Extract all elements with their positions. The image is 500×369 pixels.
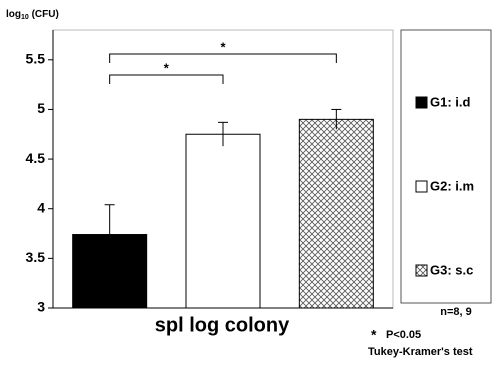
legend-box [400, 29, 492, 304]
y-tick-label: 4 [37, 199, 45, 215]
y-tick-label: 4.5 [26, 150, 46, 166]
legend-swatch [415, 180, 428, 193]
y-axis-label: log10 (CFU) [6, 9, 59, 21]
y-tick-label: 3 [37, 299, 45, 315]
legend-label: G2: i.m [430, 178, 474, 193]
p-value-note: P<0.05 [386, 329, 421, 341]
legend-label: G1: i.d [430, 94, 471, 109]
sample-size-note: n=8, 9 [440, 306, 472, 318]
legend-label: G3: s.c [430, 262, 473, 277]
test-note: Tukey-Kramer's test [368, 346, 473, 358]
bar [298, 118, 374, 309]
y-tick-label: 3.5 [26, 249, 46, 265]
significance-bracket [109, 74, 224, 84]
legend-swatch [415, 264, 428, 277]
y-tick-label: 5.5 [26, 50, 46, 66]
significance-bracket [109, 53, 337, 63]
y-tick-label: 5 [37, 100, 45, 116]
legend-swatch [415, 96, 428, 109]
bar [185, 133, 261, 309]
note-symbol: * [371, 327, 377, 343]
significance-label: * [220, 39, 226, 54]
x-axis-label: spl log colony [155, 314, 290, 336]
significance-label: * [164, 60, 170, 75]
